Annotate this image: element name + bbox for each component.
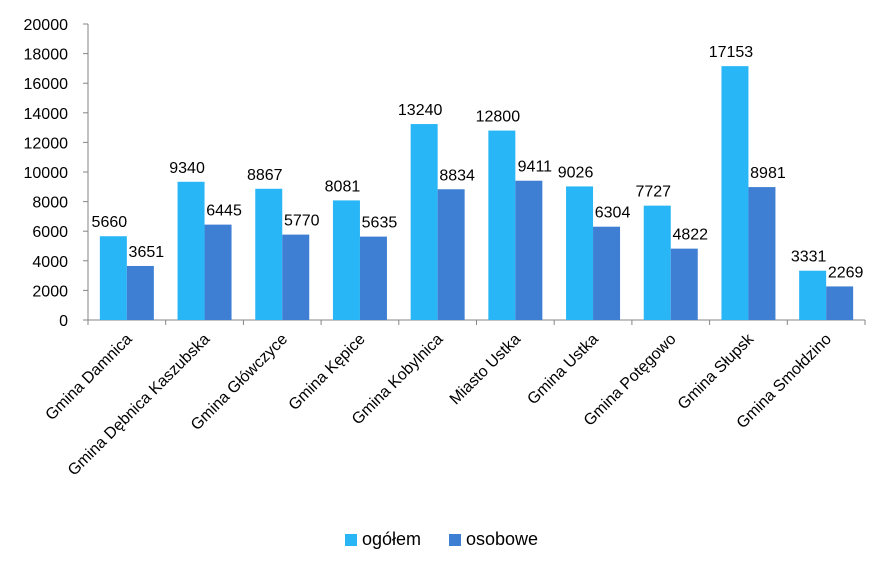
legend-swatch bbox=[449, 534, 461, 546]
y-tick-label: 14000 bbox=[24, 106, 69, 123]
data-label: 12800 bbox=[476, 109, 521, 126]
data-label: 8081 bbox=[325, 178, 361, 195]
data-label: 2269 bbox=[828, 264, 864, 281]
y-tick-label: 6000 bbox=[32, 224, 68, 241]
y-tick-label: 0 bbox=[59, 313, 68, 330]
bar-ogolem bbox=[721, 66, 749, 321]
bar-osobowe bbox=[282, 234, 310, 320]
data-label: 6445 bbox=[206, 203, 242, 220]
legend-label: ogółem bbox=[362, 529, 421, 549]
data-label: 4822 bbox=[672, 227, 708, 244]
x-category-label: Gmina Dębnica Kaszubska bbox=[65, 331, 214, 480]
bar-osobowe bbox=[593, 226, 621, 320]
data-label: 5635 bbox=[362, 215, 398, 232]
chart-bars bbox=[99, 66, 854, 321]
x-category-label: Gmina Kępice bbox=[286, 331, 369, 414]
y-tick-label: 20000 bbox=[24, 17, 69, 34]
bar-ogolem bbox=[566, 186, 594, 320]
data-label: 3651 bbox=[129, 244, 165, 261]
bar-osobowe bbox=[515, 180, 543, 320]
data-label: 8867 bbox=[247, 167, 283, 184]
bar-ogolem bbox=[488, 130, 516, 320]
bar-ogolem bbox=[99, 236, 127, 320]
bar-ogolem bbox=[410, 124, 438, 320]
x-category-label: Gmina Ustka bbox=[524, 331, 601, 408]
bar-osobowe bbox=[670, 248, 698, 320]
bar-osobowe bbox=[437, 189, 465, 320]
data-label: 17153 bbox=[709, 44, 754, 61]
data-label: 5660 bbox=[92, 214, 128, 231]
y-tick-label: 8000 bbox=[32, 195, 68, 212]
y-tick-label: 12000 bbox=[24, 135, 69, 152]
bar-ogolem bbox=[255, 188, 283, 320]
data-label: 9340 bbox=[169, 160, 205, 177]
x-category-label: Miasto Ustka bbox=[447, 331, 524, 408]
data-label: 6304 bbox=[595, 205, 631, 222]
data-label: 8834 bbox=[439, 167, 475, 184]
y-tick-label: 4000 bbox=[32, 254, 68, 271]
bar-osobowe bbox=[748, 187, 776, 320]
bar-osobowe bbox=[126, 265, 154, 320]
y-tick-label: 2000 bbox=[32, 283, 68, 300]
y-tick-label: 18000 bbox=[24, 47, 69, 64]
bar-ogolem bbox=[332, 200, 360, 320]
data-label: 8981 bbox=[750, 165, 786, 182]
data-label: 9411 bbox=[518, 159, 553, 176]
y-tick-label: 10000 bbox=[24, 165, 69, 182]
bar-ogolem bbox=[643, 205, 671, 320]
legend-label: osobowe bbox=[466, 529, 538, 549]
data-label: 5770 bbox=[284, 213, 320, 230]
chart-legend: ogółem osobowe bbox=[345, 529, 538, 549]
data-label: 9026 bbox=[558, 164, 594, 181]
bar-osobowe bbox=[359, 236, 387, 320]
bar-osobowe bbox=[826, 286, 854, 320]
data-label: 3331 bbox=[791, 249, 827, 266]
bar-ogolem bbox=[177, 181, 205, 320]
x-category-label: Gmina Słupsk bbox=[675, 330, 758, 413]
chart-axes: 0 2000 4000 6000 8000 10000 12000 14000 16000 180… bbox=[24, 17, 866, 330]
data-label: 13240 bbox=[398, 102, 443, 119]
data-label: 7727 bbox=[635, 184, 671, 201]
legend-swatch bbox=[345, 534, 357, 546]
bar-osobowe bbox=[204, 224, 232, 320]
y-tick-label: 16000 bbox=[24, 76, 69, 93]
bar-ogolem bbox=[799, 270, 827, 320]
